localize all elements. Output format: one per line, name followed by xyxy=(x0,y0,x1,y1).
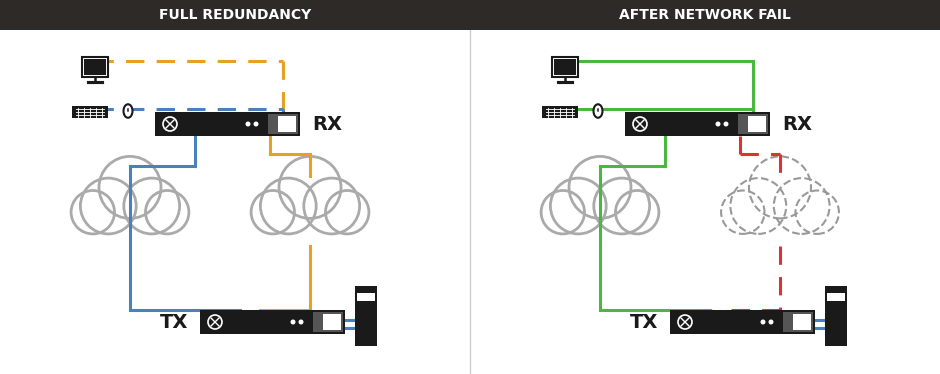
Circle shape xyxy=(551,178,606,234)
Text: TX: TX xyxy=(160,313,188,331)
Circle shape xyxy=(124,178,180,234)
Bar xyxy=(357,293,375,301)
Circle shape xyxy=(616,190,659,234)
Bar xyxy=(268,114,298,134)
Bar xyxy=(72,106,108,118)
Circle shape xyxy=(749,156,811,218)
Bar xyxy=(71,206,189,240)
Bar xyxy=(625,112,770,136)
Circle shape xyxy=(594,178,650,234)
Circle shape xyxy=(304,178,360,234)
Circle shape xyxy=(260,178,316,234)
Bar xyxy=(278,116,296,132)
Circle shape xyxy=(299,319,304,325)
Bar xyxy=(721,206,838,240)
Bar xyxy=(85,59,106,76)
Text: AFTER NETWORK FAIL: AFTER NETWORK FAIL xyxy=(619,8,791,22)
Text: RX: RX xyxy=(782,114,812,134)
Circle shape xyxy=(245,122,250,126)
Bar xyxy=(313,312,343,332)
Bar xyxy=(155,112,300,136)
Circle shape xyxy=(325,190,368,234)
Bar xyxy=(793,314,811,330)
Bar xyxy=(553,57,577,77)
Bar xyxy=(827,293,845,301)
Bar xyxy=(555,59,576,76)
Circle shape xyxy=(254,122,258,126)
Bar xyxy=(541,206,659,240)
Circle shape xyxy=(569,156,631,218)
Bar xyxy=(200,310,345,334)
Circle shape xyxy=(279,156,341,218)
Text: TX: TX xyxy=(630,313,658,331)
Circle shape xyxy=(774,178,830,234)
Circle shape xyxy=(81,178,136,234)
Circle shape xyxy=(541,190,585,234)
Bar xyxy=(355,286,377,346)
Bar xyxy=(323,314,341,330)
Circle shape xyxy=(721,190,764,234)
Circle shape xyxy=(71,190,115,234)
Bar xyxy=(783,312,813,332)
Ellipse shape xyxy=(123,104,133,118)
Bar xyxy=(825,286,847,346)
Circle shape xyxy=(724,122,729,126)
Circle shape xyxy=(251,190,294,234)
Circle shape xyxy=(715,122,720,126)
Circle shape xyxy=(795,190,838,234)
Bar xyxy=(542,106,578,118)
Bar xyxy=(83,57,107,77)
Circle shape xyxy=(290,319,295,325)
Circle shape xyxy=(99,156,161,218)
Circle shape xyxy=(146,190,189,234)
Text: FULL REDUNDANCY: FULL REDUNDANCY xyxy=(159,8,311,22)
Bar xyxy=(738,114,768,134)
Bar xyxy=(251,206,368,240)
Circle shape xyxy=(730,178,786,234)
Circle shape xyxy=(760,319,765,325)
Bar xyxy=(0,0,940,30)
Text: RX: RX xyxy=(312,114,342,134)
Bar xyxy=(748,116,766,132)
Bar xyxy=(670,310,815,334)
Circle shape xyxy=(769,319,774,325)
Ellipse shape xyxy=(593,104,603,118)
